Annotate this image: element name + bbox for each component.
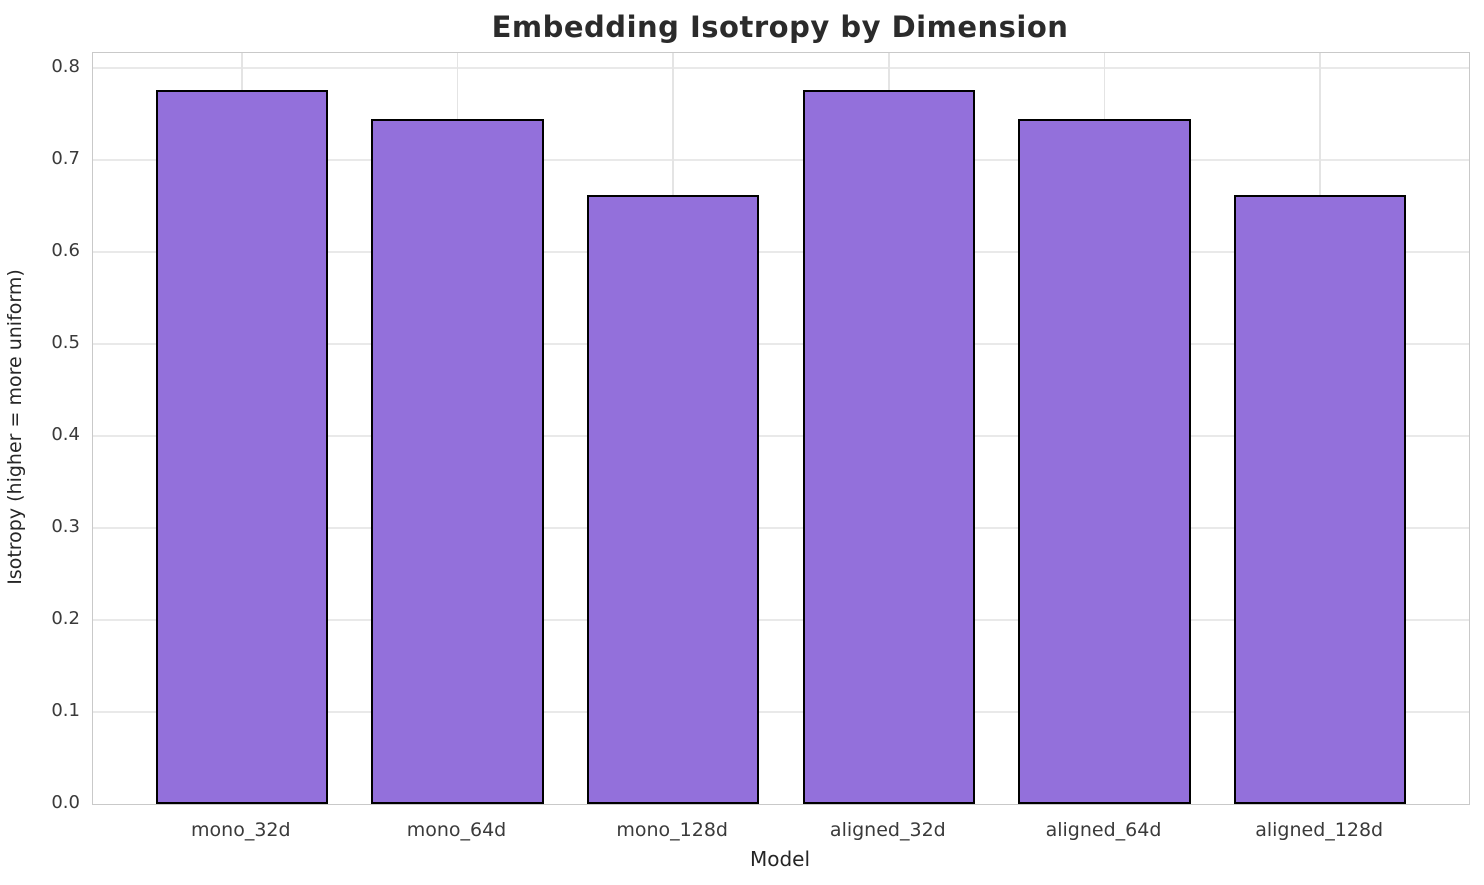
- x-tick-label-aligned_64d: aligned_64d: [1045, 819, 1162, 841]
- bar-mono_64d: [371, 118, 544, 804]
- gridline-y-0.3: [93, 527, 1469, 529]
- plot-area: [92, 52, 1470, 805]
- y-tick-label-0.1: 0.1: [51, 699, 80, 721]
- x-tick-label-mono_64d: mono_64d: [406, 819, 507, 841]
- bar-aligned_64d: [1018, 118, 1191, 804]
- gridline-y-0.1: [93, 711, 1469, 713]
- chart-title: Embedding Isotropy by Dimension: [491, 10, 1069, 44]
- x-tick-label-mono_128d: mono_128d: [616, 819, 728, 841]
- gridline-y-0.7: [93, 159, 1469, 161]
- bar-mono_128d: [586, 194, 760, 804]
- gridline-y-0.5: [93, 343, 1469, 345]
- y-tick-label-0.6: 0.6: [51, 239, 80, 261]
- y-tick-label-0.0: 0.0: [51, 792, 80, 813]
- y-tick-label-0.5: 0.5: [51, 331, 80, 353]
- x-tick-label-aligned_32d: aligned_32d: [829, 819, 946, 841]
- y-tick-label-0.3: 0.3: [51, 515, 80, 537]
- y-tick-label-0.2: 0.2: [51, 607, 80, 629]
- bar-mono_32d: [155, 90, 329, 804]
- y-tick-label-0.8: 0.8: [51, 55, 80, 77]
- gridline-y-0.4: [93, 435, 1469, 437]
- gridline-y-0.6: [93, 251, 1469, 253]
- gridline-y-0.8: [93, 67, 1469, 69]
- bar-aligned_32d: [802, 90, 976, 804]
- y-tick-label-0.4: 0.4: [51, 423, 80, 445]
- x-tick-label-aligned_128d: aligned_128d: [1255, 819, 1384, 841]
- gridline-y-0.2: [93, 619, 1469, 621]
- bar-aligned_128d: [1233, 194, 1407, 804]
- y-tick-label-0.7: 0.7: [51, 147, 80, 169]
- x-tick-label-mono_32d: mono_32d: [191, 819, 291, 841]
- x-axis-label: Model: [749, 847, 811, 871]
